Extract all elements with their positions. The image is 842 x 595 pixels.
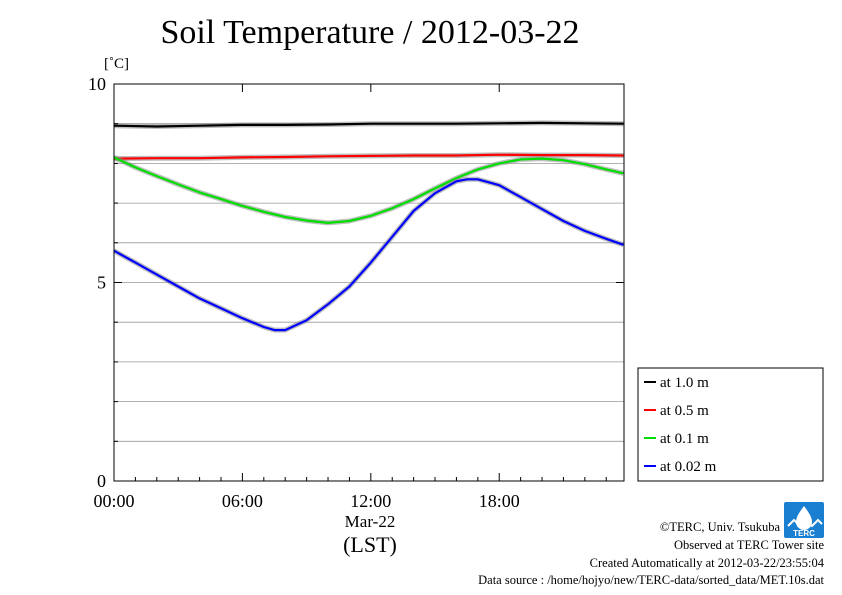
- series-line-1: [113, 153, 624, 160]
- legend-label: at 0.02 m: [660, 459, 717, 475]
- x-tick-label: 00:00: [93, 491, 134, 511]
- legend-label: at 0.1 m: [660, 431, 709, 447]
- x-tick-label: 18:00: [479, 491, 520, 511]
- series-line-3: [113, 178, 624, 332]
- terc-logo: TERC: [784, 502, 824, 538]
- legend-label: at 0.5 m: [660, 403, 709, 419]
- x-tick-label: 12:00: [350, 491, 391, 511]
- site-text: Observed at TERC Tower site: [673, 538, 824, 552]
- series-line-0: [113, 121, 624, 128]
- series-lines: [112, 120, 625, 333]
- copyright-text: ©TERC, Univ. Tsukuba: [659, 520, 780, 534]
- legend-box: [637, 367, 824, 482]
- y-unit-label: [˚C]: [104, 56, 129, 72]
- chart-title: Soil Temperature / 2012-03-22: [160, 14, 580, 51]
- series-line-2: [113, 156, 624, 224]
- axis-ticks: 0 5 10 00:00 06:00 12:00 18:00: [88, 74, 624, 511]
- legend-label: at 1.0 m: [660, 375, 709, 391]
- y-tick-label: 5: [97, 273, 106, 293]
- x-axis-label: (LST): [343, 532, 397, 557]
- y-tick-label: 10: [88, 74, 106, 94]
- legend: at 1.0 m at 0.5 m at 0.1 m at 0.02 m: [637, 367, 824, 482]
- series-halo-3: [112, 176, 625, 333]
- svg-text:TERC: TERC: [793, 529, 815, 538]
- y-tick-label: 0: [97, 471, 106, 491]
- grid-lines: [114, 123, 624, 442]
- created-text: Created Automatically at 2012-03-22/23:5…: [589, 556, 824, 570]
- source-text: Data source : /home/hojyo/new/TERC-data/…: [478, 573, 824, 587]
- x-date-label: Mar-22: [344, 512, 396, 531]
- x-tick-label: 06:00: [222, 491, 263, 511]
